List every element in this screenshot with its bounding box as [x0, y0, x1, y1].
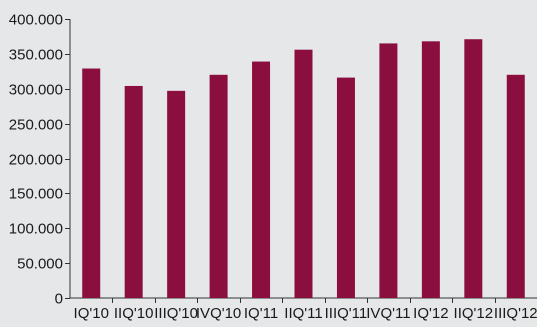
y-tick-label: 250.000: [9, 117, 63, 134]
bar-7: [336, 77, 355, 298]
x-tick-label: IQ'11: [244, 305, 278, 322]
x-tick-label: IIQ'11: [284, 305, 322, 322]
bars: [82, 39, 525, 299]
y-tick-label: 350.000: [9, 47, 63, 64]
x-tick-label: IQ'12: [413, 305, 448, 322]
bar-11: [506, 74, 525, 298]
x-tick-label: IIIQ'10: [154, 305, 198, 322]
bar-6: [294, 49, 313, 298]
x-tick-label: IIQ'12: [454, 305, 494, 322]
bar-3: [167, 90, 186, 298]
x-tick-label: IIQ'10: [114, 305, 154, 322]
bar-8: [379, 43, 398, 298]
bar-9: [421, 41, 440, 298]
y-tick-label: 100.000: [9, 221, 63, 238]
bar-2: [124, 85, 143, 299]
x-tick-label: IVQ'10: [196, 305, 241, 322]
bar-4: [209, 74, 228, 298]
y-tick-label: 400.000: [9, 12, 63, 29]
x-tick-label: IIIQ'11: [325, 305, 368, 322]
y-tick-label: 0: [55, 291, 63, 308]
x-tick-label: IIIQ'12: [494, 305, 537, 322]
x-tick-label: IVQ'11: [366, 305, 410, 322]
x-tick-label: IQ'10: [74, 305, 109, 322]
y-axis: 0 50.000 100.000 150.000 200.000 250.000 300.0…: [9, 12, 71, 308]
bar-10: [464, 39, 483, 298]
bar-1: [82, 68, 101, 299]
y-tick-label: 200.000: [9, 152, 63, 169]
bar-5: [252, 61, 271, 298]
y-tick-label: 50.000: [17, 256, 63, 273]
y-tick-label: 150.000: [9, 186, 63, 203]
y-tick-label: 300.000: [9, 82, 63, 99]
